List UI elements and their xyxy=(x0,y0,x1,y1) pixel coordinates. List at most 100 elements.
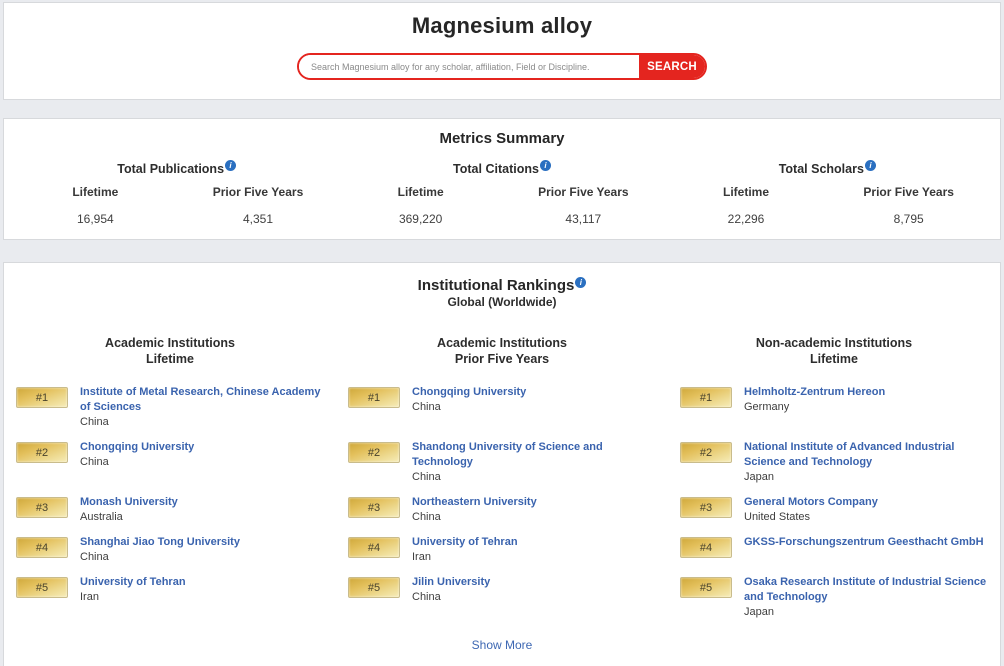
institution-country: China xyxy=(412,511,441,523)
ranking-item: #4 GKSS-Forschungszentrum Geesthacht Gmb… xyxy=(668,535,1000,565)
institution-country: Japan xyxy=(744,471,774,483)
institution-country: China xyxy=(412,401,441,413)
institution-link[interactable]: University of Tehran xyxy=(80,576,186,588)
metric-sublabel: Prior Five Years xyxy=(538,185,629,199)
rank-badge: #3 xyxy=(680,497,732,518)
ranking-item: #1 Chongqing University China xyxy=(336,385,668,430)
institution-link[interactable]: Institute of Metal Research, Chinese Aca… xyxy=(80,386,321,413)
ranking-item: #4 Shanghai Jiao Tong University China xyxy=(4,535,336,565)
institution-country: China xyxy=(80,551,109,563)
info-icon[interactable]: i xyxy=(575,277,587,288)
ranking-item: #3 Monash University Australia xyxy=(4,495,336,525)
institution-country: China xyxy=(80,416,109,428)
institution-link[interactable]: Chongqing University xyxy=(80,441,195,453)
metric-group-citations: Total Citations i Lifetime Prior Five Yea… xyxy=(339,160,664,226)
rank-badge: #1 xyxy=(348,387,400,408)
info-icon[interactable]: i xyxy=(225,160,237,171)
institution-link[interactable]: Shanghai Jiao Tong University xyxy=(80,536,240,548)
rank-badge: #2 xyxy=(680,442,732,463)
metrics-summary-title: Metrics Summary xyxy=(439,130,565,147)
rankings-subtitle: Global (Worldwide) xyxy=(447,295,557,309)
metric-label-text: Total Publications xyxy=(117,162,225,176)
metric-sublabel: Prior Five Years xyxy=(863,185,954,199)
institution-link[interactable]: University of Tehran xyxy=(412,536,518,548)
institution-info: Shanghai Jiao Tong University China xyxy=(80,535,240,565)
column-header-academic-lifetime: Academic Institutions Lifetime xyxy=(4,335,336,367)
ranking-item: #1 Helmholtz-Zentrum Hereon Germany xyxy=(668,385,1000,430)
column-header-line1: Academic Institutions xyxy=(437,336,567,350)
metric-sublabel: Prior Five Years xyxy=(212,185,304,199)
institution-link[interactable]: Jilin University xyxy=(412,576,491,588)
metric-value: 4,351 xyxy=(242,212,273,226)
metric-label: Total Scholars i xyxy=(665,160,990,176)
search-button[interactable]: SEARCH xyxy=(639,55,705,78)
ranking-item: #4 University of Tehran Iran xyxy=(336,535,668,565)
ranking-items-grid: #1 Institute of Metal Research, Chinese … xyxy=(4,385,1000,630)
institution-country: Japan xyxy=(744,606,774,618)
rank-badge: #2 xyxy=(348,442,400,463)
rank-badge: #5 xyxy=(16,577,68,598)
institution-link[interactable]: Northeastern University xyxy=(412,496,537,508)
ranking-item: #5 Osaka Research Institute of Industria… xyxy=(668,575,1000,620)
rank-badge: #4 xyxy=(16,537,68,558)
institution-info: University of Tehran Iran xyxy=(412,535,518,565)
institution-info: Monash University Australia xyxy=(80,495,178,525)
metric-value: 369,220 xyxy=(398,212,443,226)
metrics-grid: Total Publications i Lifetime Prior Five … xyxy=(4,160,1000,226)
page-title: Magnesium alloy xyxy=(411,13,593,38)
institution-info: GKSS-Forschungszentrum Geesthacht GmbH xyxy=(744,535,984,550)
institution-link[interactable]: GKSS-Forschungszentrum Geesthacht GmbH xyxy=(744,536,984,548)
rank-badge: #3 xyxy=(16,497,68,518)
ranking-item: #2 Chongqing University China xyxy=(4,440,336,485)
institution-link[interactable]: General Motors Company xyxy=(744,496,878,508)
metrics-summary-card: Metrics Summary Total Publications i Life… xyxy=(3,118,1001,240)
ranking-item: #5 Jilin University China xyxy=(336,575,668,620)
column-header-academic-prior-five-years: Academic Institutions Prior Five Years xyxy=(336,335,668,367)
column-header-nonacademic-lifetime: Non-academic Institutions Lifetime xyxy=(668,335,1000,367)
institution-info: Helmholtz-Zentrum Hereon Germany xyxy=(744,385,885,415)
institution-country: United States xyxy=(744,511,811,523)
search-input[interactable] xyxy=(299,55,639,78)
rankings-title-text: Institutional Rankings xyxy=(417,277,575,294)
metric-label: Total Citations i xyxy=(339,160,664,176)
rank-badge: #4 xyxy=(680,537,732,558)
ranking-item: #2 National Institute of Advanced Indust… xyxy=(668,440,1000,485)
institution-country: Australia xyxy=(80,511,123,523)
info-icon[interactable]: i xyxy=(864,160,876,171)
institution-link[interactable]: Shandong University of Science and Techn… xyxy=(412,441,603,468)
rank-badge: #3 xyxy=(348,497,400,518)
institution-link[interactable]: Monash University xyxy=(80,496,178,508)
institution-country: Iran xyxy=(412,551,431,563)
header-card: Magnesium alloy SEARCH xyxy=(3,2,1001,100)
metric-group-publications: Total Publications i Lifetime Prior Five … xyxy=(14,160,339,226)
institution-link[interactable]: Helmholtz-Zentrum Hereon xyxy=(744,386,886,398)
institution-info: General Motors Company United States xyxy=(744,495,878,525)
institution-country: China xyxy=(80,456,109,468)
column-header-line1: Non-academic Institutions xyxy=(755,336,913,350)
ranking-item: #3 General Motors Company United States xyxy=(668,495,1000,525)
ranking-item: #3 Northeastern University China xyxy=(336,495,668,525)
column-header-line1: Academic Institutions xyxy=(105,336,235,350)
show-more-link[interactable]: Show More xyxy=(471,638,533,652)
institution-link[interactable]: National Institute of Advanced Industria… xyxy=(744,441,955,468)
column-header-line2: Prior Five Years xyxy=(454,352,550,366)
institution-info: Shandong University of Science and Techn… xyxy=(412,440,662,485)
info-icon[interactable]: i xyxy=(539,160,551,171)
metric-group-scholars: Total Scholars i Lifetime Prior Five Year… xyxy=(665,160,990,226)
metric-value: 43,117 xyxy=(565,212,602,226)
institution-country: Iran xyxy=(80,591,99,603)
ranking-column-headers: Academic Institutions Lifetime Academic … xyxy=(4,335,1000,367)
institution-link[interactable]: Osaka Research Institute of Industrial S… xyxy=(744,576,987,603)
institution-country: Germany xyxy=(744,401,790,413)
institution-info: Northeastern University China xyxy=(412,495,537,525)
column-header-line2: Lifetime xyxy=(146,352,194,366)
institution-info: University of Tehran Iran xyxy=(80,575,186,605)
institution-link[interactable]: Chongqing University xyxy=(412,386,527,398)
rank-badge: #5 xyxy=(348,577,400,598)
metric-sublabel: Lifetime xyxy=(397,185,444,199)
metric-sublabels: Lifetime Prior Five Years 16,954 4,351 xyxy=(14,185,339,226)
institution-info: Institute of Metal Research, Chinese Aca… xyxy=(80,385,330,430)
rankings-title: Institutional Rankings i xyxy=(4,277,1000,294)
ranking-item: #2 Shandong University of Science and Te… xyxy=(336,440,668,485)
metric-value: 8,795 xyxy=(893,212,924,226)
